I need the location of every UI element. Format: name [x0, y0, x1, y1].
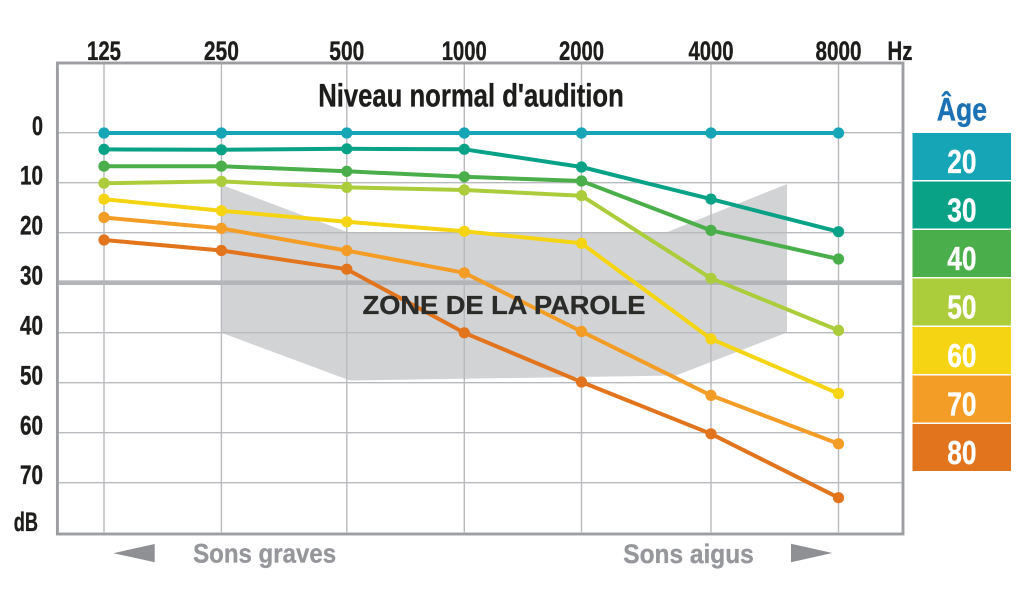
- svg-text:Sons aigus: Sons aigus: [623, 539, 754, 569]
- svg-text:ZONE DE LA PAROLE: ZONE DE LA PAROLE: [363, 290, 646, 320]
- svg-text:50: 50: [20, 361, 43, 391]
- svg-text:500: 500: [329, 36, 364, 66]
- svg-text:dB: dB: [14, 507, 38, 537]
- svg-text:80: 80: [947, 434, 976, 471]
- svg-text:60: 60: [20, 411, 43, 441]
- svg-text:0: 0: [32, 111, 43, 141]
- svg-text:20: 20: [947, 143, 976, 180]
- svg-text:40: 40: [20, 311, 43, 341]
- svg-text:30: 30: [20, 261, 43, 291]
- svg-text:4000: 4000: [689, 36, 734, 66]
- svg-text:40: 40: [947, 240, 976, 277]
- svg-text:20: 20: [20, 211, 43, 241]
- svg-text:10: 10: [20, 161, 43, 191]
- svg-text:30: 30: [947, 192, 976, 229]
- svg-text:2000: 2000: [559, 36, 604, 66]
- svg-text:Sons graves: Sons graves: [193, 539, 336, 569]
- svg-text:250: 250: [204, 36, 239, 66]
- svg-text:Hz: Hz: [888, 36, 913, 66]
- svg-text:Âge: Âge: [937, 92, 987, 128]
- svg-text:125: 125: [87, 36, 121, 66]
- svg-text:70: 70: [20, 460, 43, 490]
- svg-text:50: 50: [947, 289, 976, 326]
- svg-text:60: 60: [947, 337, 976, 374]
- svg-text:70: 70: [947, 386, 976, 423]
- svg-text:1000: 1000: [442, 36, 487, 66]
- svg-text:Niveau normal d'audition: Niveau normal d'audition: [318, 78, 624, 114]
- svg-text:8000: 8000: [816, 36, 862, 66]
